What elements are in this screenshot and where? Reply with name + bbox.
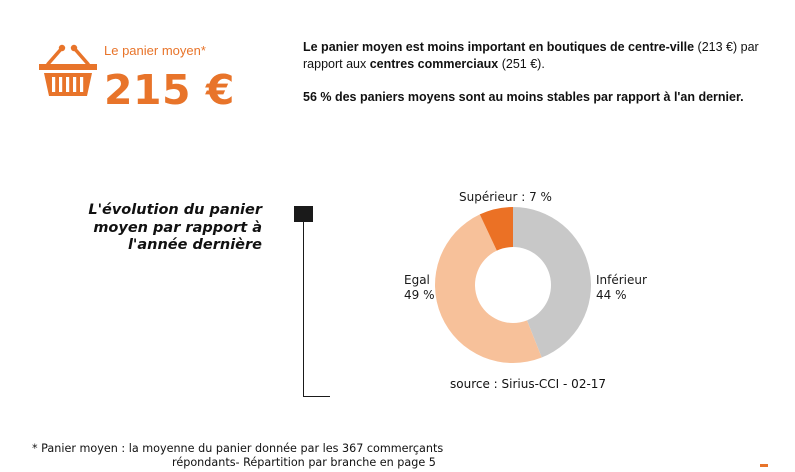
slice-label-egal: Egal 49 % (404, 273, 435, 303)
timeline-line (303, 222, 304, 397)
summary-text-2: (251 €). (498, 57, 545, 71)
kpi-value: 215 € (104, 66, 235, 114)
summary-paragraph-1: Le panier moyen est moins important en b… (303, 39, 783, 73)
slice-label-inferieur-name: Inférieur (596, 273, 647, 287)
summary-bold-2: centres commerciaux (369, 57, 499, 71)
donut-chart (434, 207, 592, 364)
donut-slice-egal (434, 214, 542, 364)
corner-accent (760, 464, 768, 467)
kpi-label: Le panier moyen* (104, 43, 206, 58)
slice-label-egal-value: 49 % (404, 288, 435, 302)
chart-title: L'évolution du panier moyen par rapport … (88, 202, 262, 253)
slice-label-inferieur: Inférieur 44 % (596, 273, 647, 303)
footnote: * Panier moyen : la moyenne du panier do… (32, 442, 452, 470)
summary-bold-1: Le panier moyen est moins important en b… (303, 40, 695, 54)
chart-source: source : Sirius-CCI - 02-17 (450, 377, 607, 391)
donut-slice-superieur (479, 207, 513, 251)
shopping-basket-icon (39, 44, 97, 96)
summary-paragraph-2: 56 % des paniers moyens sont au moins st… (303, 89, 783, 106)
slice-label-egal-name: Egal (404, 273, 430, 287)
footnote-line-2: répondants- Répartition par branche en p… (172, 456, 436, 469)
timeline-marker (294, 206, 313, 222)
slice-label-inferieur-value: 44 % (596, 288, 627, 302)
timeline-foot (303, 396, 330, 397)
summary-text-1: (213 €) par rapport aux (303, 40, 759, 71)
footnote-line-1: * Panier moyen : la moyenne du panier do… (32, 442, 444, 455)
slice-label-superieur: Supérieur : 7 % (459, 190, 552, 204)
summary-bold-3: 56 % des paniers moyens sont au moins st… (303, 90, 744, 104)
donut-slice-inferieur (513, 207, 592, 358)
